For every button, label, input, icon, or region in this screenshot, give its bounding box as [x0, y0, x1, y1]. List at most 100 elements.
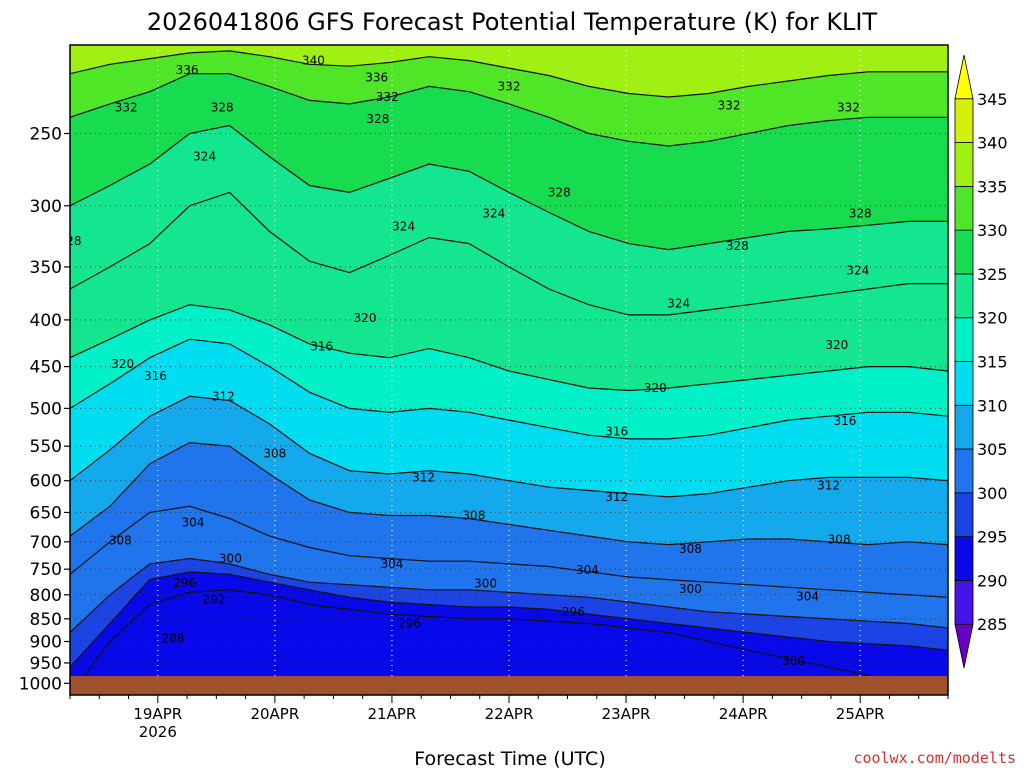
- colorbar-swatch-9: [954, 229, 974, 275]
- y-tick-label-750: 750: [30, 560, 62, 580]
- colorbar-swatch-8: [954, 273, 974, 319]
- x-tick-label-19APR: 19APR: [133, 705, 182, 723]
- contour-label-19: 320: [354, 311, 377, 325]
- colorbar-label-290: 290: [977, 571, 1008, 590]
- colorbar-label-305: 305: [977, 440, 1008, 459]
- colorbar-swatch-13: [954, 54, 974, 100]
- contour-label-20: 316: [310, 340, 333, 354]
- contour-label-6: 328: [211, 100, 234, 114]
- colorbar-label-300: 300: [977, 484, 1008, 503]
- contour-332: [70, 73, 948, 147]
- colorbar-swatch-10: [954, 185, 974, 231]
- contour-label-32: 308: [462, 508, 485, 522]
- colorbar-swatch-1: [954, 580, 974, 625]
- contour-label-14: 328: [59, 234, 82, 248]
- colorbar-swatch-4: [954, 448, 974, 494]
- x-tick-label-20APR: 20APR: [250, 705, 299, 723]
- contour-label-29: 312: [412, 470, 435, 484]
- colorbar-label-320: 320: [977, 309, 1008, 328]
- y-tick-label-400: 400: [30, 311, 62, 331]
- y-tick-label-250: 250: [30, 124, 62, 144]
- contour-label-5: 332: [115, 100, 138, 114]
- x-tick-label-22APR: 22APR: [485, 705, 534, 723]
- contour-label-39: 304: [576, 563, 599, 577]
- contour-label-24: 320: [825, 338, 848, 352]
- contour-label-41: 300: [474, 577, 497, 591]
- y-tick-label-850: 850: [30, 610, 62, 630]
- contour-label-31: 312: [817, 478, 840, 492]
- x-tick-year: 2026: [139, 723, 177, 741]
- colorbar-label-310: 310: [977, 396, 1008, 415]
- contour-label-11: 328: [548, 185, 571, 199]
- contour-label-7: 328: [366, 112, 389, 126]
- colorbar-label-330: 330: [977, 221, 1008, 240]
- contour-label-8: 332: [718, 99, 741, 113]
- contour-label-2: 336: [365, 70, 388, 84]
- contour-label-25: 312: [212, 389, 235, 403]
- contour-320: [70, 304, 948, 392]
- contour-296: [70, 571, 948, 668]
- colorbar: 285 290 295 300 305 310 315 320 325 330 335 340 345: [954, 54, 1008, 669]
- y-tick-label-550: 550: [30, 437, 62, 457]
- plot-area: 336 340 336 332 332 332 328 328 332 332 324 328 324 3…: [59, 45, 948, 695]
- contour-label-0: 336: [176, 63, 199, 77]
- isentrope-contours: [70, 50, 948, 695]
- contour-label-34: 308: [109, 534, 132, 548]
- y-tick-label-650: 650: [30, 503, 62, 523]
- y-tick-label-300: 300: [30, 197, 62, 217]
- contour-label-12: 324: [392, 219, 415, 233]
- contour-label-26: 316: [605, 424, 628, 438]
- contour-label-13: 324: [482, 207, 505, 221]
- contour-label-33: 304: [181, 516, 204, 530]
- colorbar-swatch-6: [954, 361, 974, 406]
- y-tick-label-500: 500: [30, 399, 62, 419]
- y-tick-label-450: 450: [30, 358, 62, 378]
- colorbar-swatch-3: [954, 492, 974, 538]
- contour-label-17: 324: [846, 263, 869, 277]
- colorbar-label-285: 285: [977, 615, 1008, 634]
- colorbar-swatch-0: [954, 623, 974, 669]
- contour-label-16: 328: [849, 207, 872, 221]
- contour-308: [70, 441, 948, 546]
- contour-label-48: 300: [782, 654, 805, 668]
- contour-304: [70, 505, 948, 598]
- contour-label-47: 288: [162, 631, 185, 645]
- contour-label-3: 332: [376, 90, 399, 104]
- contour-316: [70, 338, 948, 440]
- colorbar-swatch-7: [954, 317, 974, 362]
- y-tick-label-600: 600: [30, 472, 62, 492]
- colorbar-label-295: 295: [977, 528, 1008, 547]
- contour-label-23: 320: [644, 381, 667, 395]
- y-tick-label-350: 350: [30, 258, 62, 278]
- y-tick-label-900: 900: [30, 632, 62, 652]
- colorbar-swatch-12: [954, 98, 974, 143]
- contour-label-21: 320: [111, 357, 134, 371]
- contour-label-22: 316: [144, 369, 167, 383]
- colorbar-swatch-2: [954, 536, 974, 581]
- temperature-fills: [70, 45, 948, 695]
- contour-label-37: 300: [219, 551, 242, 565]
- colorbar-label-340: 340: [977, 134, 1008, 153]
- contour-label-4: 332: [498, 79, 521, 93]
- contour-label-40: 296: [173, 576, 196, 590]
- y-tick-label-1000: 1000: [19, 674, 62, 694]
- colorbar-swatch-11: [954, 142, 974, 187]
- contour-label-15: 328: [726, 239, 749, 253]
- contour-label-18: 324: [667, 297, 690, 311]
- site-credit: coolwx.com/modelts: [853, 749, 1016, 767]
- contour-292: [70, 589, 948, 695]
- y-axis: 2503003504004505005506006507007508008509…: [19, 124, 70, 694]
- y-tick-label-700: 700: [30, 533, 62, 553]
- contour-label-43: 292: [203, 593, 226, 607]
- contour-label-9: 332: [837, 100, 860, 114]
- contour-label-45: 296: [398, 616, 421, 630]
- colorbar-label-345: 345: [977, 90, 1008, 109]
- fill-band-336: [70, 45, 948, 97]
- contour-label-36: 308: [828, 533, 851, 547]
- contour-336: [70, 50, 948, 98]
- contour-label-10: 324: [193, 150, 216, 164]
- chart-title: 2026041806 GFS Forecast Potential Temper…: [147, 8, 878, 36]
- colorbar-label-315: 315: [977, 353, 1008, 372]
